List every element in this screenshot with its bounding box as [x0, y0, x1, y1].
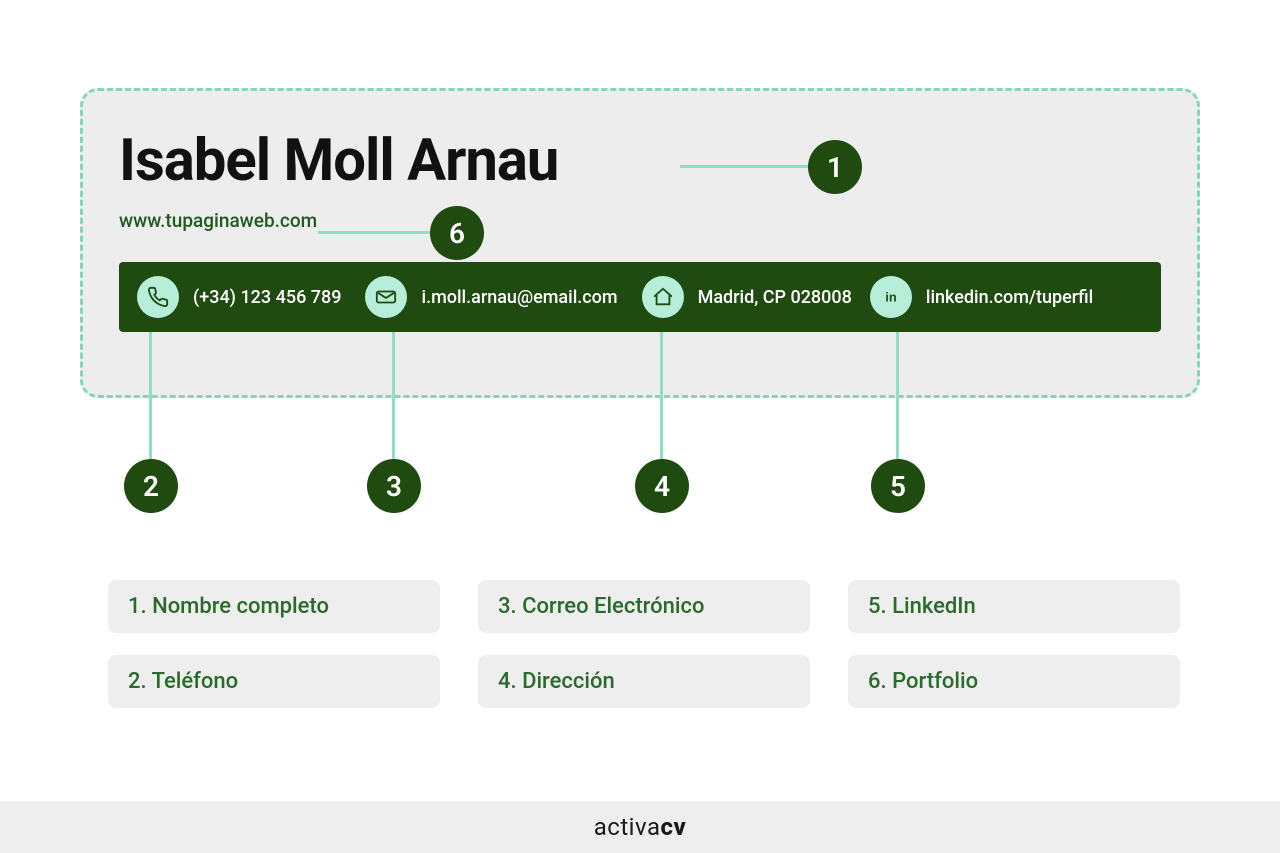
connector-to-badge-2 [149, 332, 152, 459]
badge-5: 5 [871, 459, 925, 513]
full-name: Isabel Moll Arnau [119, 127, 1161, 195]
linkedin-text: linkedin.com/tuperfil [926, 287, 1093, 308]
badge-2: 2 [124, 459, 178, 513]
contact-linkedin: in linkedin.com/tuperfil [870, 276, 1093, 318]
phone-text: (+34) 123 456 789 [193, 287, 341, 308]
legend-item-2: 2. Teléfono [108, 655, 440, 708]
connector-to-badge-1 [680, 165, 808, 168]
contact-phone: (+34) 123 456 789 [137, 276, 341, 318]
connector-to-badge-6 [318, 231, 430, 234]
legend-item-6: 6. Portfolio [848, 655, 1180, 708]
website-url: www.tupaginaweb.com [119, 209, 1161, 232]
contact-bar: (+34) 123 456 789 i.moll.arnau@email.com… [119, 262, 1161, 332]
address-text: Madrid, CP 028008 [698, 287, 852, 308]
badge-4: 4 [635, 459, 689, 513]
email-icon [365, 276, 407, 318]
email-text: i.moll.arnau@email.com [421, 287, 617, 308]
badge-1: 1 [808, 140, 862, 194]
cv-header-card: Isabel Moll Arnau www.tupaginaweb.com (+… [80, 88, 1200, 398]
svg-text:in: in [885, 290, 897, 305]
brand-part-1: activa [594, 813, 661, 841]
linkedin-icon: in [870, 276, 912, 318]
legend-item-5: 5. LinkedIn [848, 580, 1180, 633]
legend-item-1: 1. Nombre completo [108, 580, 440, 633]
legend-item-4: 4. Dirección [478, 655, 810, 708]
phone-icon [137, 276, 179, 318]
badge-3: 3 [367, 459, 421, 513]
connector-to-badge-3 [392, 332, 395, 459]
connector-to-badge-4 [660, 332, 663, 459]
badge-6: 6 [430, 206, 484, 260]
contact-address: Madrid, CP 028008 [642, 276, 852, 318]
home-icon [642, 276, 684, 318]
contact-email: i.moll.arnau@email.com [365, 276, 617, 318]
legend-item-3: 3. Correo Electrónico [478, 580, 810, 633]
brand-footer: activacv [0, 801, 1280, 853]
connector-to-badge-5 [896, 332, 899, 459]
legend-grid: 1. Nombre completo 2. Teléfono 3. Correo… [108, 580, 1180, 708]
brand-part-2: cv [661, 813, 687, 841]
